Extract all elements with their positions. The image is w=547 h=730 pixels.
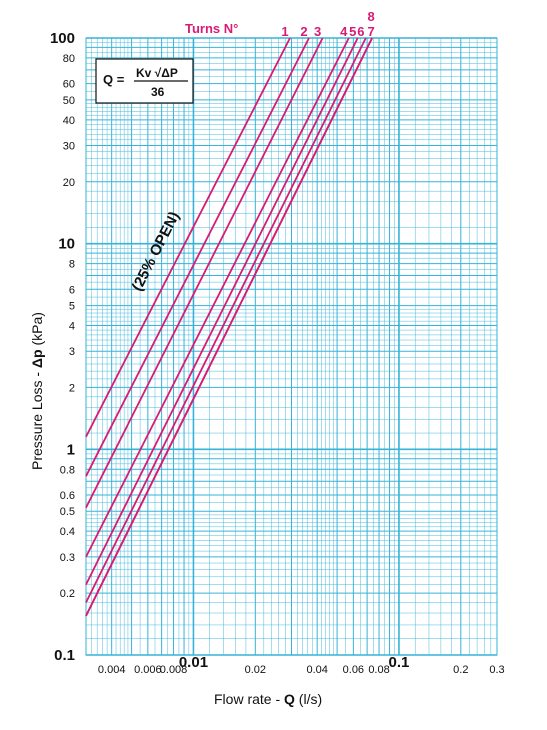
- curve-turn-1: [85, 37, 291, 438]
- x-tick-label: 0.006: [134, 664, 162, 676]
- curve-turn-2: [85, 37, 310, 477]
- x-tick-label: 0.04: [306, 664, 327, 676]
- turn-labels: 1 2 3 4 5 6 78: [281, 9, 374, 39]
- turn-label-4: 4: [340, 24, 348, 39]
- y-tick-label: 80: [63, 53, 75, 65]
- x-tick-label: 0.02: [245, 664, 266, 676]
- curve-turn-4: [85, 37, 350, 558]
- formula-denominator: 36: [151, 85, 165, 99]
- y-tick-label: 2: [69, 382, 75, 394]
- plot-frame: [85, 37, 498, 656]
- x-tick-label: 0.01: [179, 654, 208, 671]
- turn-label-8: 8: [367, 9, 374, 24]
- y-tick-label: 1: [67, 441, 75, 458]
- x-tick-label: 0.3: [489, 664, 504, 676]
- y-tick-label: 10: [58, 236, 75, 253]
- turn-curves: [85, 37, 373, 617]
- y-tick-label: 3: [69, 346, 75, 358]
- y-tick-label: 0.5: [60, 506, 75, 518]
- y-tick-label: 0.6: [60, 490, 75, 502]
- y-tick-label: 20: [63, 177, 75, 189]
- grid: [85, 37, 498, 656]
- y-tick-label: 0.2: [60, 588, 75, 600]
- curve-turn-6: [85, 37, 367, 603]
- x-tick-label: 0.004: [98, 664, 126, 676]
- x-tick-label: 0.008: [160, 664, 188, 676]
- curve-turn-3: [85, 37, 324, 509]
- y-axis-label: Pressure Loss - Δp (kPa): [29, 312, 45, 470]
- formula-numerator: Kv √ΔP: [136, 66, 178, 80]
- y-tick-label: 50: [63, 95, 75, 107]
- turn-label-6: 6: [357, 24, 364, 39]
- turn-label-5: 5: [349, 24, 356, 39]
- x-tick-label: 0.2: [453, 664, 468, 676]
- x-tick-label: 0.06: [343, 664, 364, 676]
- annotation-25-open: (25% OPEN): [129, 209, 184, 294]
- turn-label-3: 3: [314, 24, 321, 39]
- turn-label-2: 2: [300, 24, 307, 39]
- x-axis-label: Flow rate - Q (l/s): [214, 691, 322, 707]
- turn-label-1: 1: [281, 24, 288, 39]
- y-tick-label: 0.3: [60, 552, 75, 564]
- y-tick-label: 40: [63, 115, 75, 127]
- y-tick-label: 5: [69, 301, 75, 313]
- formula-box: Q = Kv √ΔP 36: [95, 58, 194, 104]
- y-tick-label: 8: [69, 259, 75, 271]
- x-tick-label: 0.08: [368, 664, 389, 676]
- y-tick-label: 0.8: [60, 464, 75, 476]
- y-tick-label: 100: [50, 30, 75, 47]
- y-tick-label: 0.4: [60, 526, 75, 538]
- formula-lhs: Q =: [103, 72, 125, 87]
- y-tick-label: 6: [69, 284, 75, 296]
- y-tick-labels: 100 80 60 50 40 30 20 10 8 6 5 4 3 2 1 0.8 0.6 0.5 0.4 0.3 0…: [50, 30, 75, 664]
- curve-turn-8: [85, 37, 373, 617]
- y-tick-label: 30: [63, 141, 75, 153]
- y-tick-label: 60: [63, 79, 75, 91]
- y-tick-label: 0.1: [54, 647, 75, 664]
- curve-turn-5: [85, 37, 359, 586]
- turn-label-7: 7: [367, 24, 374, 39]
- x-tick-label: 0.1: [389, 654, 410, 671]
- y-tick-label: 4: [69, 321, 75, 333]
- turns-header: Turns N°: [185, 21, 238, 36]
